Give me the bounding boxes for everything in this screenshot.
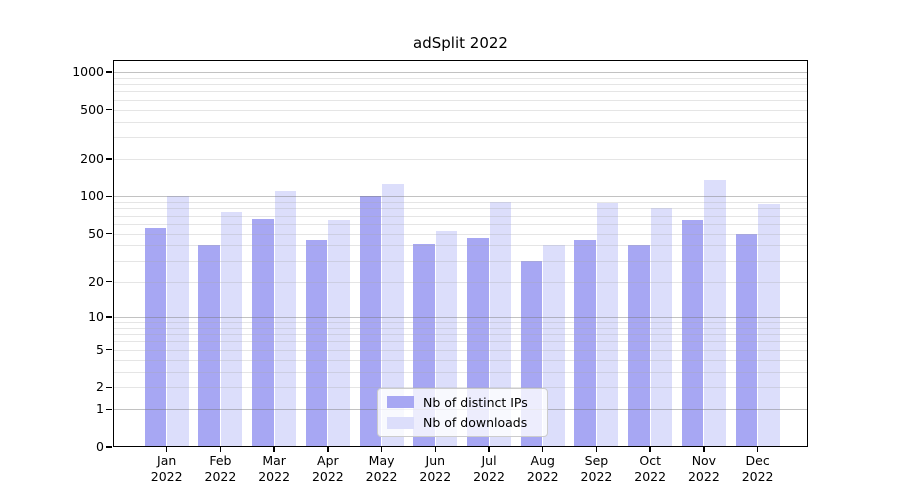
x-tick-month: Jan xyxy=(157,453,177,468)
bar-downloads-may xyxy=(382,184,404,447)
x-tick-label-jul: Jul 2022 xyxy=(461,453,517,484)
x-tick-label-apr: Apr 2022 xyxy=(300,453,356,484)
chart-title: adSplit 2022 xyxy=(413,34,508,52)
bar-downloads-mar xyxy=(274,191,297,447)
y-tick-mark xyxy=(106,195,112,198)
x-tick-label-feb: Feb 2022 xyxy=(192,453,248,484)
x-tick-year: 2022 xyxy=(365,468,398,484)
y-tick-label: 1 xyxy=(96,401,104,417)
x-tick-label-jan: Jan 2022 xyxy=(139,453,195,484)
x-tick-mark xyxy=(703,447,705,452)
y-tick-label: 20 xyxy=(88,273,104,289)
y-tick-label: 2 xyxy=(96,379,104,395)
y-tick-label: 50 xyxy=(88,225,104,241)
x-tick-year: 2022 xyxy=(687,468,720,484)
y-tick-mark xyxy=(106,158,112,160)
bar-distinct-ips-apr xyxy=(305,240,328,447)
x-tick-mark xyxy=(756,447,759,452)
y-tick-mark xyxy=(106,71,112,73)
bar-downloads-jan xyxy=(167,196,189,447)
x-tick-year: 2022 xyxy=(634,468,667,484)
x-tick-label-mar: Mar 2022 xyxy=(246,453,302,484)
x-tick-month: Nov xyxy=(691,453,717,468)
x-tick-mark xyxy=(649,447,651,452)
y-tick-mark xyxy=(106,316,112,318)
x-tick-year: 2022 xyxy=(741,468,774,484)
y-tick-label: 5 xyxy=(96,341,104,357)
x-tick-mark xyxy=(380,447,383,452)
legend-swatch-downloads xyxy=(387,416,414,429)
legend-row: Nb of distinct IPs xyxy=(387,392,539,413)
bar-distinct-ips-nov xyxy=(681,220,704,447)
x-tick-year: 2022 xyxy=(311,468,344,484)
x-tick-label-nov: Nov 2022 xyxy=(676,453,732,484)
bar-downloads-nov xyxy=(704,180,726,447)
y-tick-label: 10 xyxy=(88,308,104,324)
x-tick-mark xyxy=(434,447,436,452)
x-tick-year: 2022 xyxy=(150,468,183,484)
x-tick-month: Jul xyxy=(481,453,497,468)
bar-distinct-ips-may xyxy=(359,196,382,447)
x-tick-label-oct: Oct 2022 xyxy=(622,453,678,484)
y-tick-mark xyxy=(106,408,112,411)
x-tick-month: Sep xyxy=(584,453,609,468)
x-tick-label-may: May 2022 xyxy=(354,453,410,484)
x-tick-year: 2022 xyxy=(258,468,291,484)
bar-distinct-ips-dec xyxy=(735,233,758,447)
x-tick-year: 2022 xyxy=(204,468,237,484)
x-tick-label-dec: Dec 2022 xyxy=(730,453,786,484)
x-tick-month: Dec xyxy=(745,453,770,468)
bar-downloads-jul xyxy=(489,202,512,447)
x-tick-mark xyxy=(595,447,598,452)
y-tick-mark xyxy=(106,349,112,351)
bar-distinct-ips-feb xyxy=(198,245,220,447)
x-tick-month: Apr xyxy=(317,453,339,468)
x-tick-mark xyxy=(327,447,329,452)
x-tick-month: Feb xyxy=(209,453,232,468)
bar-distinct-ips-jan xyxy=(144,228,167,447)
x-tick-label-aug: Aug 2022 xyxy=(515,453,571,484)
y-tick-label: 1000 xyxy=(72,63,104,79)
bar-distinct-ips-oct xyxy=(628,245,650,447)
y-tick-mark xyxy=(106,446,112,448)
bar-downloads-dec xyxy=(758,203,780,447)
y-tick-label: 100 xyxy=(80,188,104,204)
y-tick-mark xyxy=(106,232,112,235)
x-tick-year: 2022 xyxy=(526,468,559,484)
y-tick-label: 500 xyxy=(80,101,104,117)
bar-distinct-ips-sep xyxy=(574,240,596,447)
bar-downloads-sep xyxy=(596,203,619,447)
y-tick-label: 200 xyxy=(80,151,104,167)
x-tick-mark xyxy=(273,447,275,452)
x-tick-month: May xyxy=(368,453,395,468)
legend-swatch-distinct-ips xyxy=(387,396,414,409)
bar-distinct-ips-mar xyxy=(252,218,274,447)
x-tick-month: Aug xyxy=(530,453,555,468)
bar-downloads-oct xyxy=(650,208,673,447)
x-tick-mark xyxy=(542,447,544,452)
x-tick-year: 2022 xyxy=(473,468,505,484)
y-tick-mark xyxy=(106,386,112,389)
bar-downloads-feb xyxy=(220,211,243,447)
legend-label: Nb of downloads xyxy=(423,415,528,431)
x-tick-label-jun: Jun 2022 xyxy=(407,453,463,484)
x-tick-month: Oct xyxy=(639,453,661,468)
x-tick-mark xyxy=(219,447,222,452)
legend: Nb of distinct IPs Nb of downloads xyxy=(377,388,548,437)
x-tick-mark xyxy=(488,447,490,452)
bar-downloads-aug xyxy=(543,245,565,447)
bar-downloads-apr xyxy=(328,219,350,447)
y-tick-mark xyxy=(106,108,112,111)
legend-label: Nb of distinct IPs xyxy=(423,394,528,410)
x-tick-month: Mar xyxy=(262,453,286,468)
x-tick-label-sep: Sep 2022 xyxy=(568,453,624,484)
legend-row: Nb of downloads xyxy=(387,413,539,434)
x-tick-month: Jun xyxy=(425,453,446,468)
x-tick-mark xyxy=(166,447,168,452)
x-tick-year: 2022 xyxy=(419,468,452,484)
y-tick-mark xyxy=(106,281,112,283)
y-tick-label: 0 xyxy=(96,439,104,454)
x-tick-year: 2022 xyxy=(580,468,613,484)
